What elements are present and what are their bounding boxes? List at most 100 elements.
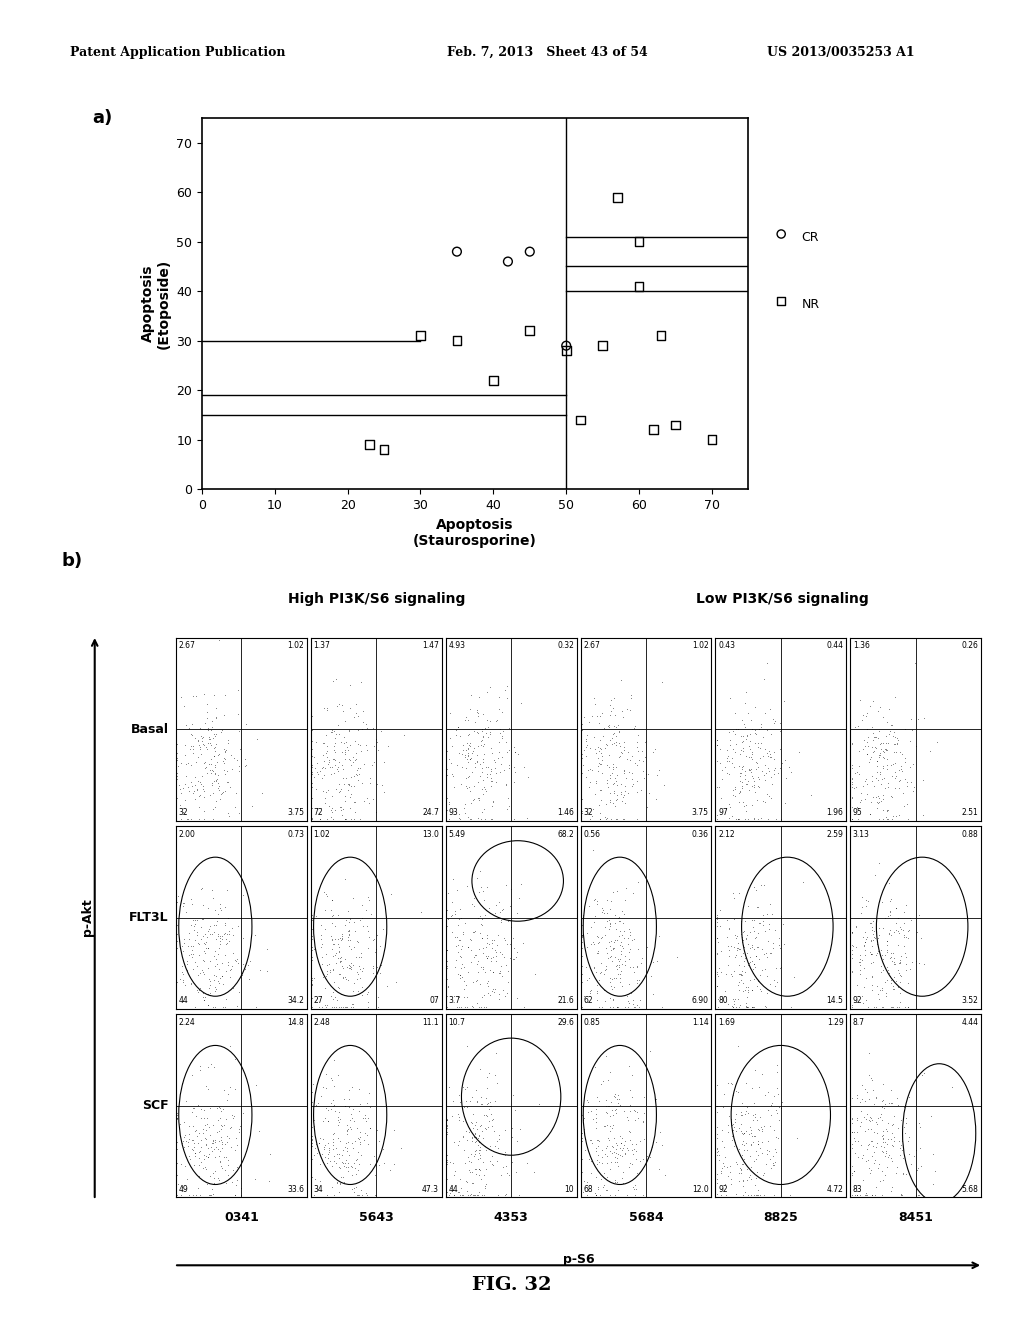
Point [745,939,762,960]
Point [224,956,241,977]
Point [620,997,636,1018]
Point [622,762,638,783]
Point [745,1109,762,1130]
Point [579,735,595,756]
Point [749,937,765,958]
Point [319,1100,336,1121]
Point [635,751,651,772]
Point [332,1158,348,1179]
Point [731,791,748,812]
Point [350,719,367,741]
Point [484,978,501,999]
Point [198,933,214,954]
Point [579,921,595,942]
Point [367,941,383,962]
Point [177,744,194,766]
Point [738,924,755,945]
Point [622,700,638,721]
Point [221,1036,238,1057]
Point [859,1139,876,1160]
Point [304,762,321,783]
Point [579,730,595,751]
Point [889,734,905,755]
Point [197,1114,213,1135]
Point [319,954,336,975]
Point [767,920,783,941]
Point [762,1115,778,1137]
Point [439,908,456,929]
Point [332,1131,348,1152]
Point [717,756,733,777]
Point [178,714,195,735]
Point [856,977,872,998]
Point [743,776,760,797]
Point [231,760,248,781]
Point [608,1102,625,1123]
Point [468,1126,484,1147]
Point [590,1179,606,1200]
Point [330,714,346,735]
Point [602,783,618,804]
Point [241,968,257,989]
Point [337,997,353,1018]
Point [196,684,212,705]
Point [865,997,882,1018]
Point [343,754,359,775]
Point [461,1159,477,1180]
Point [181,945,198,966]
Point [205,1129,221,1150]
Point [349,1185,366,1206]
Point [468,750,484,771]
Point [892,1144,908,1166]
Point [359,887,376,908]
Point [342,734,358,755]
Point [769,1061,785,1082]
Point [615,903,632,924]
Point [479,1067,496,1088]
Point [216,1146,232,1167]
Point [761,1140,777,1162]
Point [202,785,218,807]
Point [752,912,768,933]
Point [766,748,782,770]
Point [603,701,620,722]
Text: 2.00: 2.00 [179,830,196,838]
Text: 62: 62 [584,997,593,1006]
Point [870,940,887,961]
Point [886,1131,902,1152]
Point [460,738,476,759]
Point [624,1064,640,1085]
Point [350,1185,367,1206]
Point [581,776,597,797]
Point [490,983,507,1005]
Point [724,995,740,1016]
Point [196,908,212,929]
Point [709,729,725,750]
Point [616,780,633,801]
Point [464,1127,480,1148]
Point [333,1167,349,1188]
Point [468,1158,484,1179]
Point [476,997,493,1018]
Point [584,1150,600,1171]
Point [308,906,325,927]
Point [324,797,340,818]
Point [196,1148,212,1170]
Point [725,779,741,800]
Point [219,908,236,929]
Point [176,803,193,824]
Point [730,1081,746,1102]
Point [459,1180,475,1201]
Point [354,957,371,978]
Point [758,997,774,1018]
Point [861,1134,878,1155]
Point [750,1118,766,1139]
Point [901,731,918,752]
Point [481,722,498,743]
Point [880,940,896,961]
Point [874,808,891,829]
Point [791,742,807,763]
Point [849,1122,865,1143]
Point [191,737,208,758]
Point [332,1109,348,1130]
